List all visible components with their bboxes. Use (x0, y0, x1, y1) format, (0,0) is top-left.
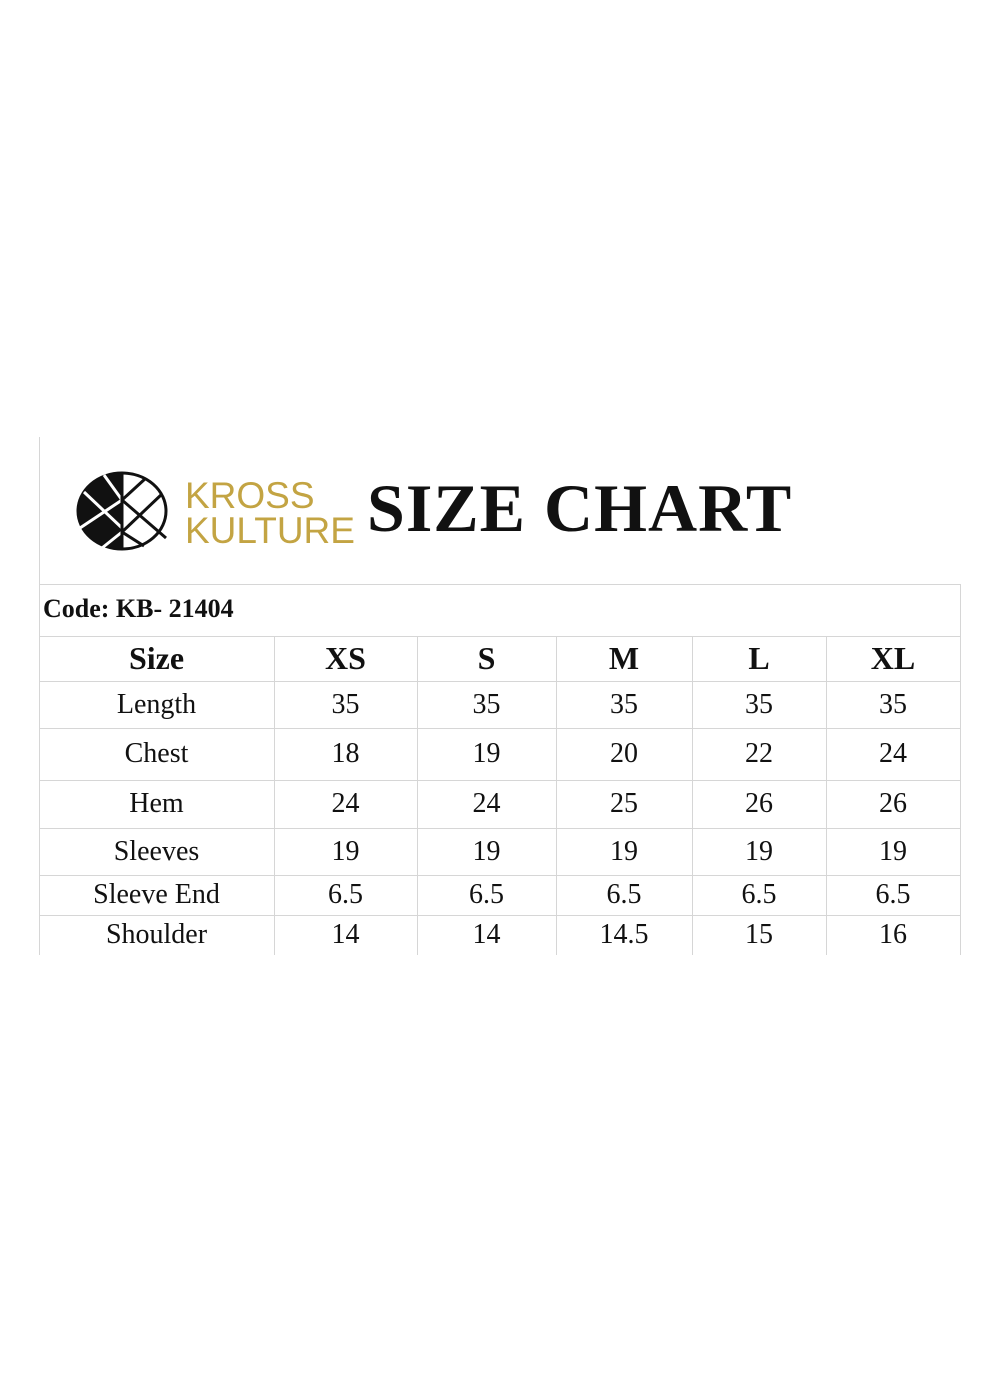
table-cell: 19 (472, 836, 501, 867)
row-label: Length (116, 689, 197, 720)
table-cell: 15 (745, 919, 773, 950)
table-cell: 6.5 (469, 879, 504, 910)
page-title: SIZE CHART (367, 470, 793, 546)
header-size-xl: XL (870, 640, 916, 676)
row-label: Chest (124, 738, 189, 769)
row-label: Sleeves (113, 836, 200, 867)
header-size: Size (128, 640, 185, 676)
table-cell: 19 (472, 738, 501, 769)
header-size-l: L (748, 640, 770, 676)
table-row-divider (39, 728, 960, 729)
table-cell: 6.5 (328, 879, 363, 910)
table-cell: 14 (331, 919, 360, 950)
table-cell: 19 (745, 836, 773, 867)
table-cell: 35 (331, 689, 360, 720)
table-cell: 14 (472, 919, 501, 950)
table-cell: 35 (610, 689, 638, 720)
table-column-divider (826, 636, 827, 955)
table-row-divider (39, 584, 960, 585)
table-cell: 35 (879, 689, 907, 720)
brand-line-2: KULTURE (185, 510, 355, 551)
table-cell: 14.5 (599, 919, 649, 950)
size-chart-frame (39, 437, 961, 955)
header-size-m: M (608, 640, 640, 676)
table-column-divider (417, 636, 418, 955)
product-code: Code: KB- 21404 (43, 594, 234, 623)
table-cell: 35 (745, 689, 773, 720)
table-row-divider (39, 915, 960, 916)
row-label: Hem (129, 788, 184, 819)
table-cell: 19 (879, 836, 907, 867)
row-label: Shoulder (105, 919, 208, 950)
table-cell: 26 (879, 788, 907, 819)
table-row-divider (39, 636, 960, 637)
table-cell: 6.5 (741, 879, 777, 910)
table-cell: 26 (745, 788, 773, 819)
table-cell: 6.5 (875, 879, 911, 910)
table-cell: 24 (879, 738, 907, 769)
table-cell: 24 (331, 788, 360, 819)
table-column-divider (274, 636, 275, 955)
table-cell: 19 (610, 836, 638, 867)
table-row-divider (39, 875, 960, 876)
table-cell: 22 (745, 738, 773, 769)
table-row-divider (39, 681, 960, 682)
table-cell: 25 (610, 788, 638, 819)
table-cell: 6.5 (606, 879, 642, 910)
table-row-divider (39, 828, 960, 829)
table-cell: 24 (472, 788, 501, 819)
table-column-divider (556, 636, 557, 955)
table-column-divider (960, 584, 961, 955)
table-column-divider (692, 636, 693, 955)
brand-line-1: KROSS (185, 475, 315, 516)
header-size-xs: XS (325, 640, 366, 676)
row-label: Sleeve End (93, 879, 220, 910)
table-cell: 19 (331, 836, 360, 867)
table-cell: 16 (879, 919, 907, 950)
table-cell: 18 (331, 738, 360, 769)
table-cell: 35 (472, 689, 501, 720)
table-cell: 20 (610, 738, 638, 769)
table-row-divider (39, 780, 960, 781)
header-size-s: S (477, 640, 496, 676)
kross-kulture-logo-icon (76, 471, 168, 551)
brand-name: KROSS KULTURE (185, 475, 355, 551)
